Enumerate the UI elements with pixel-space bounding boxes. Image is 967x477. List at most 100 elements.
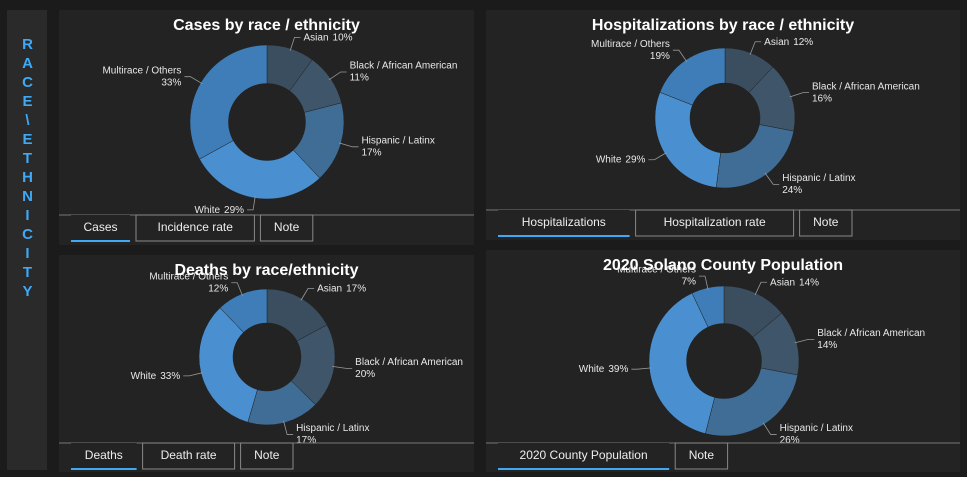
value-label: 24%: [782, 185, 802, 196]
data-label: Asian 12%: [764, 36, 813, 47]
tab-label[interactable]: Note: [274, 220, 300, 234]
tab-label[interactable]: Deaths: [85, 448, 123, 462]
chart-title: Cases by race / ethnicity: [173, 17, 360, 34]
category-name: Hispanic / Latinx: [780, 423, 853, 434]
donut-slice: [219, 288, 268, 333]
tab-label[interactable]: Note: [254, 448, 280, 462]
chart-title: 2020 Solano County Population: [603, 257, 843, 274]
category-name: Hispanic / Latinx: [361, 135, 434, 146]
tab-label[interactable]: 2020 County Population: [520, 448, 648, 462]
value-label: 14%: [799, 277, 819, 288]
value-label: 14%: [817, 340, 837, 351]
leader-line: [338, 142, 359, 148]
data-label: Asian 10%: [304, 32, 353, 43]
tab-label[interactable]: Hospitalizations: [522, 215, 606, 229]
leader-line: [764, 172, 780, 185]
category-name: White: [596, 154, 622, 165]
data-label: Asian 17%: [317, 283, 366, 294]
tab[interactable]: [498, 210, 630, 236]
data-label: White 29%: [194, 205, 244, 216]
leader-line: [794, 338, 815, 344]
tab[interactable]: [135, 214, 255, 242]
leader-line: [247, 196, 256, 211]
tab[interactable]: [240, 442, 294, 470]
donut-slice: [648, 292, 715, 434]
category-name: Asian: [764, 36, 789, 47]
leader-line: [328, 71, 347, 81]
leader-line: [631, 367, 652, 370]
category-name: White: [194, 205, 220, 216]
category-name: Multirace / Others: [102, 65, 181, 76]
tab[interactable]: [498, 443, 670, 469]
data-label: White 39%: [579, 364, 629, 375]
leader-line: [300, 287, 315, 301]
leader-line: [648, 152, 667, 161]
tab[interactable]: [259, 214, 314, 242]
value-label: 12%: [208, 283, 228, 294]
sidebar-label: RACE\ETHNICITY: [19, 36, 36, 302]
category-name: White: [579, 364, 605, 375]
value-label: 33%: [160, 371, 180, 382]
value-label: 16%: [812, 93, 832, 104]
category-name: Black / African American: [817, 328, 925, 339]
leader-line: [789, 92, 809, 98]
value-label: 11%: [350, 73, 369, 84]
value-label: 39%: [608, 364, 628, 375]
value-label: 12%: [793, 36, 813, 47]
leader-line: [749, 41, 762, 55]
value-label: 17%: [361, 147, 381, 158]
category-name: Asian: [317, 283, 342, 294]
value-label: 7%: [682, 277, 697, 288]
tab[interactable]: [71, 443, 137, 469]
leader-line: [754, 281, 768, 296]
leader-line: [699, 275, 709, 290]
category-name: Multirace / Others: [149, 271, 228, 282]
donut-slice: [199, 140, 321, 200]
tab-label[interactable]: Death rate: [161, 448, 217, 462]
value-label: 33%: [161, 77, 181, 88]
tab-label[interactable]: Hospitalization rate: [664, 215, 766, 229]
panel: [486, 250, 960, 472]
category-name: Black / African American: [812, 81, 920, 92]
category-name: Multirace / Others: [617, 265, 696, 276]
value-label: 26%: [780, 435, 800, 446]
tab-label[interactable]: Incidence rate: [158, 220, 234, 234]
value-label: 10%: [333, 32, 353, 43]
donut-slice: [189, 44, 268, 160]
value-label: 29%: [625, 154, 645, 165]
category-name: Black / African American: [355, 357, 463, 368]
donut-slice: [715, 124, 795, 189]
tab[interactable]: [799, 209, 853, 237]
data-label: Asian 14%: [770, 277, 819, 288]
sidebar: RACE\ETHNICITY: [7, 10, 47, 470]
data-label: White 33%: [131, 371, 181, 382]
leader-line: [184, 76, 203, 85]
tab[interactable]: [674, 442, 729, 470]
tab[interactable]: [142, 442, 236, 470]
data-label: White 29%: [596, 154, 646, 165]
tab-label[interactable]: Note: [689, 448, 715, 462]
category-name: White: [131, 371, 157, 382]
chart-title: Deaths by race/ethnicity: [174, 262, 358, 279]
tab-label[interactable]: Note: [813, 215, 839, 229]
category-name: Hispanic / Latinx: [296, 423, 369, 434]
leader-line: [672, 49, 688, 62]
donut-slice: [198, 307, 258, 423]
tab[interactable]: [71, 215, 130, 241]
leader-line: [762, 422, 777, 435]
category-name: Asian: [304, 32, 329, 43]
leader-line: [231, 282, 243, 296]
value-label: 20%: [355, 369, 375, 380]
donut-slice: [659, 47, 726, 106]
value-label: 19%: [650, 51, 670, 62]
tab[interactable]: [635, 209, 795, 237]
tab-label[interactable]: Cases: [83, 220, 117, 234]
chart: Asian 14%Black / African American14%Hispa…: [579, 265, 925, 446]
category-name: Multirace / Others: [591, 39, 670, 50]
leader-line: [183, 372, 203, 377]
value-label: 29%: [224, 205, 244, 216]
